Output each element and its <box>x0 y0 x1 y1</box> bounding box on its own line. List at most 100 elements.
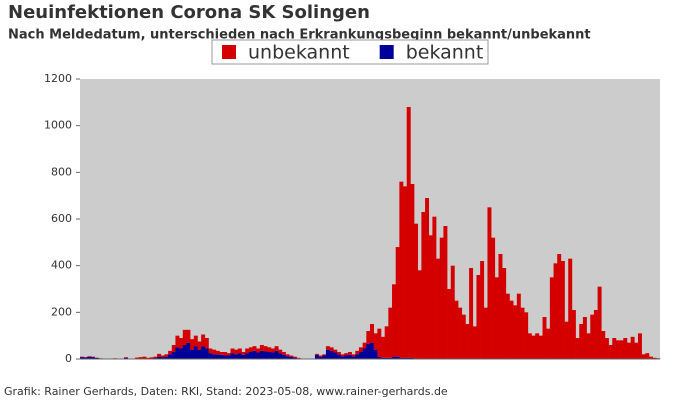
bar-segment <box>461 314 466 359</box>
bar-segment <box>362 342 367 349</box>
bar-segment <box>87 356 92 357</box>
bar-segment <box>190 349 195 359</box>
bar-segment <box>447 289 452 359</box>
bar-segment <box>201 346 206 359</box>
bar-segment <box>619 340 624 359</box>
bar-segment <box>630 336 635 359</box>
bar-segment <box>579 324 584 359</box>
bar-segment <box>171 352 176 359</box>
chart-title: Neuinfektionen Corona SK Solingen <box>8 2 370 23</box>
bar-segment <box>325 346 330 350</box>
bar-segment <box>87 356 92 359</box>
bar-segment <box>465 324 470 359</box>
bar-segment <box>546 328 551 359</box>
bar-segment <box>384 326 389 358</box>
bar-segment <box>91 357 95 359</box>
bar-segment <box>421 212 426 359</box>
bar-segment <box>553 263 558 359</box>
bar-segment <box>381 336 385 358</box>
bar-segment <box>645 353 650 359</box>
bar-segment <box>325 349 330 359</box>
bar-segment <box>450 265 455 359</box>
bar-segment <box>432 216 437 359</box>
bar-segment <box>593 310 598 359</box>
bar-segment <box>234 349 239 355</box>
bar-segment <box>289 356 294 359</box>
bar-segment <box>358 352 363 359</box>
bar-segment <box>197 349 202 359</box>
bar-segment <box>237 353 242 359</box>
bar-segment <box>175 335 180 348</box>
bar-segment <box>634 342 639 359</box>
bar-segment <box>186 329 191 343</box>
bar-segment <box>652 357 657 359</box>
bar-segment <box>399 181 404 358</box>
bar-segment <box>142 356 147 359</box>
bar-segment <box>256 348 261 353</box>
bar-segment <box>135 357 140 359</box>
bar-segment <box>256 352 261 359</box>
bar-segment <box>417 270 422 359</box>
bar-segment <box>615 340 620 359</box>
bar-segment <box>164 356 169 359</box>
bar-segment <box>366 331 371 344</box>
legend-label: unbekannt <box>248 42 350 64</box>
bar-segment <box>219 352 224 355</box>
bar-segment <box>179 338 184 349</box>
bar-segment <box>362 348 367 359</box>
bar-segment <box>124 357 129 359</box>
y-tick-label: 1000 <box>44 119 72 132</box>
bar-segment <box>204 348 209 359</box>
bar-segment <box>586 333 591 359</box>
bar-segment <box>164 354 169 357</box>
bar-segment <box>223 355 228 359</box>
bar-segment <box>168 350 173 355</box>
bar-segment <box>590 314 595 359</box>
y-tick-label: 200 <box>51 305 72 318</box>
bar-segment <box>406 357 411 359</box>
bar-segment <box>157 353 162 357</box>
bar-segment <box>245 348 250 354</box>
bar-segment <box>538 335 543 359</box>
bar-segment <box>560 261 565 359</box>
bar-segment <box>494 277 499 359</box>
legend-swatch <box>379 45 394 59</box>
bar-segment <box>388 307 393 358</box>
bar-segment <box>83 357 88 359</box>
bar-segment <box>403 186 408 358</box>
bar-segment <box>212 354 217 359</box>
bar-segment <box>274 350 279 359</box>
bar-segment <box>608 345 613 359</box>
bar-segment <box>274 346 279 351</box>
bar-segment <box>340 354 345 357</box>
bar-segment <box>524 312 529 359</box>
bar-segment <box>355 354 360 359</box>
bar-segment <box>186 342 191 359</box>
bar-segment <box>314 354 319 359</box>
bar-segment <box>292 357 297 359</box>
bar-segment <box>193 346 198 359</box>
bar-segment <box>648 356 653 359</box>
bar-segment <box>259 350 264 359</box>
bar-segment <box>535 333 540 359</box>
bar-segment <box>333 349 338 353</box>
bar-segment <box>355 350 360 355</box>
bar-segment <box>226 353 231 356</box>
bar-segment <box>601 331 606 359</box>
bar-segment <box>329 347 334 351</box>
bar-segment <box>403 357 408 359</box>
bar-segment <box>399 357 404 359</box>
bar-segment <box>208 348 213 354</box>
y-tick-label: 600 <box>51 212 72 225</box>
bar-segment <box>267 347 272 352</box>
bar-segment <box>281 354 286 359</box>
bar-segment <box>237 348 242 354</box>
bar-segment <box>153 356 158 359</box>
bar-segment <box>157 356 162 359</box>
bar-segment <box>641 354 646 359</box>
legend-swatch <box>222 45 236 59</box>
bar-segment <box>344 353 349 356</box>
bar-segment <box>193 335 198 347</box>
bar-segment <box>124 357 129 358</box>
